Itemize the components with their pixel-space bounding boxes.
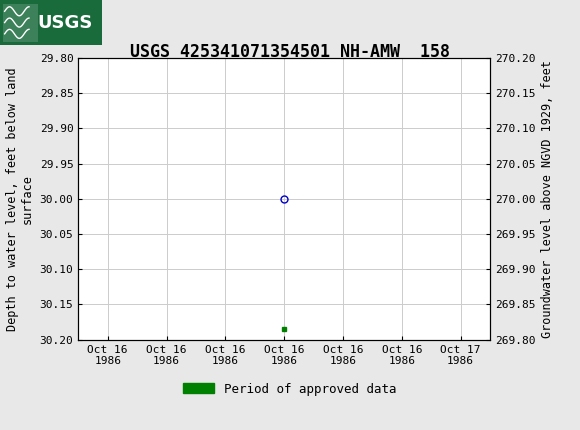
Legend: Period of approved data: Period of approved data <box>178 378 402 401</box>
Bar <box>0 0 102 45</box>
Bar <box>3 3 38 42</box>
Y-axis label: Groundwater level above NGVD 1929, feet: Groundwater level above NGVD 1929, feet <box>541 60 554 338</box>
Text: USGS: USGS <box>38 14 93 31</box>
Text: USGS 425341071354501 NH-AMW  158: USGS 425341071354501 NH-AMW 158 <box>130 43 450 61</box>
Y-axis label: Depth to water level, feet below land
surface: Depth to water level, feet below land su… <box>6 67 34 331</box>
